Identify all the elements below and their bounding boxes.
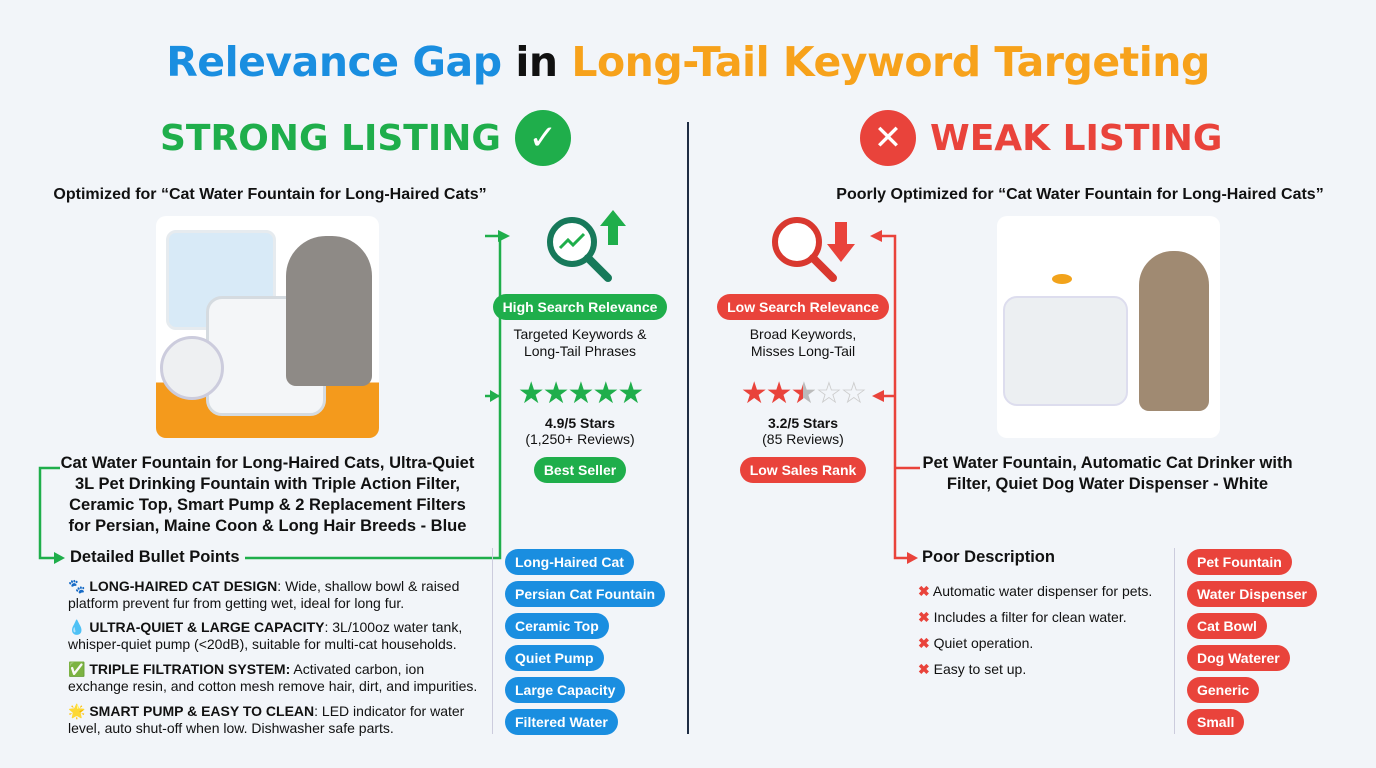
keyword-tag: Ceramic Top: [505, 613, 609, 639]
strong-star-rating: ★★★★★: [517, 377, 644, 410]
bullet-item: ✖ Includes a filter for clean water.: [918, 609, 1127, 625]
best-seller-badge: Best Seller: [533, 457, 627, 483]
x-circle-icon: ✕: [860, 110, 916, 166]
keyword-tag: Long-Haired Cat: [505, 549, 634, 575]
rating-text: 4.9/5 Stars: [544, 415, 616, 431]
bullets-heading: Detailed Bullet Points: [70, 548, 240, 566]
search-trend-up-icon: [540, 210, 640, 285]
weak-bullets: ✖ Automatic water dispenser for pets. ✖ …: [918, 578, 1152, 682]
review-count: (1,250+ Reviews): [525, 431, 635, 447]
relevance-text: Targeted Keywords &: [513, 326, 647, 342]
keyword-tag: Dog Waterer: [1187, 645, 1290, 671]
bullet-item: 🌟 SMART PUMP & EASY TO CLEAN: LED indica…: [68, 703, 465, 736]
poor-description-heading: Poor Description: [922, 548, 1055, 566]
strong-product-title: Cat Water Fountain for Long-Haired Cats,…: [60, 454, 475, 535]
rating-text: 3.2/5 Stars: [767, 415, 839, 431]
keyword-tag: Cat Bowl: [1187, 613, 1267, 639]
center-divider: [687, 122, 689, 734]
bullet-item: ✅ TRIPLE FILTRATION SYSTEM: Activated ca…: [68, 661, 478, 694]
relevance-text: Broad Keywords,: [749, 326, 857, 342]
review-count: (85 Reviews): [762, 431, 844, 447]
keyword-tag: Large Capacity: [505, 677, 626, 703]
weak-product-image: [997, 216, 1220, 438]
search-trend-down-icon: [765, 210, 865, 285]
bullet-item: ✖ Automatic water dispenser for pets.: [918, 583, 1153, 599]
low-relevance-badge: Low Search Relevance: [717, 294, 889, 320]
weak-subtitle: Poorly Optimized for “Cat Water Fountain…: [836, 186, 1324, 203]
sparkle-icon: 🌟: [68, 703, 86, 719]
strong-product-image: [156, 216, 379, 438]
droplet-icon: 💧: [68, 619, 86, 635]
page-title: Relevance Gap in Long-Tail Keyword Targe…: [166, 38, 1210, 86]
weak-heading: ✕ WEAK LISTING: [860, 110, 1222, 166]
check-circle-icon: ✓: [514, 110, 571, 166]
keyword-tag: Quiet Pump: [505, 645, 604, 671]
keyword-tag: Water Dispenser: [1187, 581, 1317, 607]
weak-star-rating: ★★★☆☆: [740, 377, 867, 410]
high-relevance-badge: High Search Relevance: [492, 294, 668, 320]
weak-flow-arrows: [870, 230, 920, 564]
relevance-text: Long-Tail Phrases: [523, 343, 637, 359]
keyword-tag: Persian Cat Fountain: [505, 581, 666, 607]
bullet-item: 🐾 LONG-HAIRED CAT DESIGN: Wide, shallow …: [68, 578, 460, 611]
keyword-tag: Small: [1187, 709, 1245, 735]
bullet-item: ✖ Easy to set up.: [918, 661, 1027, 677]
x-icon: ✖: [918, 609, 930, 625]
strong-heading: STRONG LISTING ✓: [160, 110, 571, 166]
low-sales-rank-badge: Low Sales Rank: [739, 457, 867, 483]
weak-product-title: Pet Water Fountain, Automatic Cat Drinke…: [922, 454, 1293, 493]
check-box-icon: ✅: [68, 661, 86, 677]
bullet-item: ✖ Quiet operation.: [918, 635, 1034, 651]
paw-icon: 🐾: [68, 578, 86, 594]
keyword-tag: Filtered Water: [505, 709, 618, 735]
strong-subtitle: Optimized for “Cat Water Fountain for Lo…: [53, 186, 487, 203]
keyword-tag: Pet Fountain: [1187, 549, 1292, 575]
x-icon: ✖: [918, 583, 930, 599]
x-icon: ✖: [918, 661, 930, 677]
strong-flow-arrows: [38, 230, 510, 564]
relevance-text: Misses Long-Tail: [750, 343, 856, 359]
keyword-tag: Generic: [1187, 677, 1260, 703]
x-icon: ✖: [918, 635, 930, 651]
bullet-item: 💧 ULTRA-QUIET & LARGE CAPACITY: 3L/100oz…: [68, 619, 463, 652]
